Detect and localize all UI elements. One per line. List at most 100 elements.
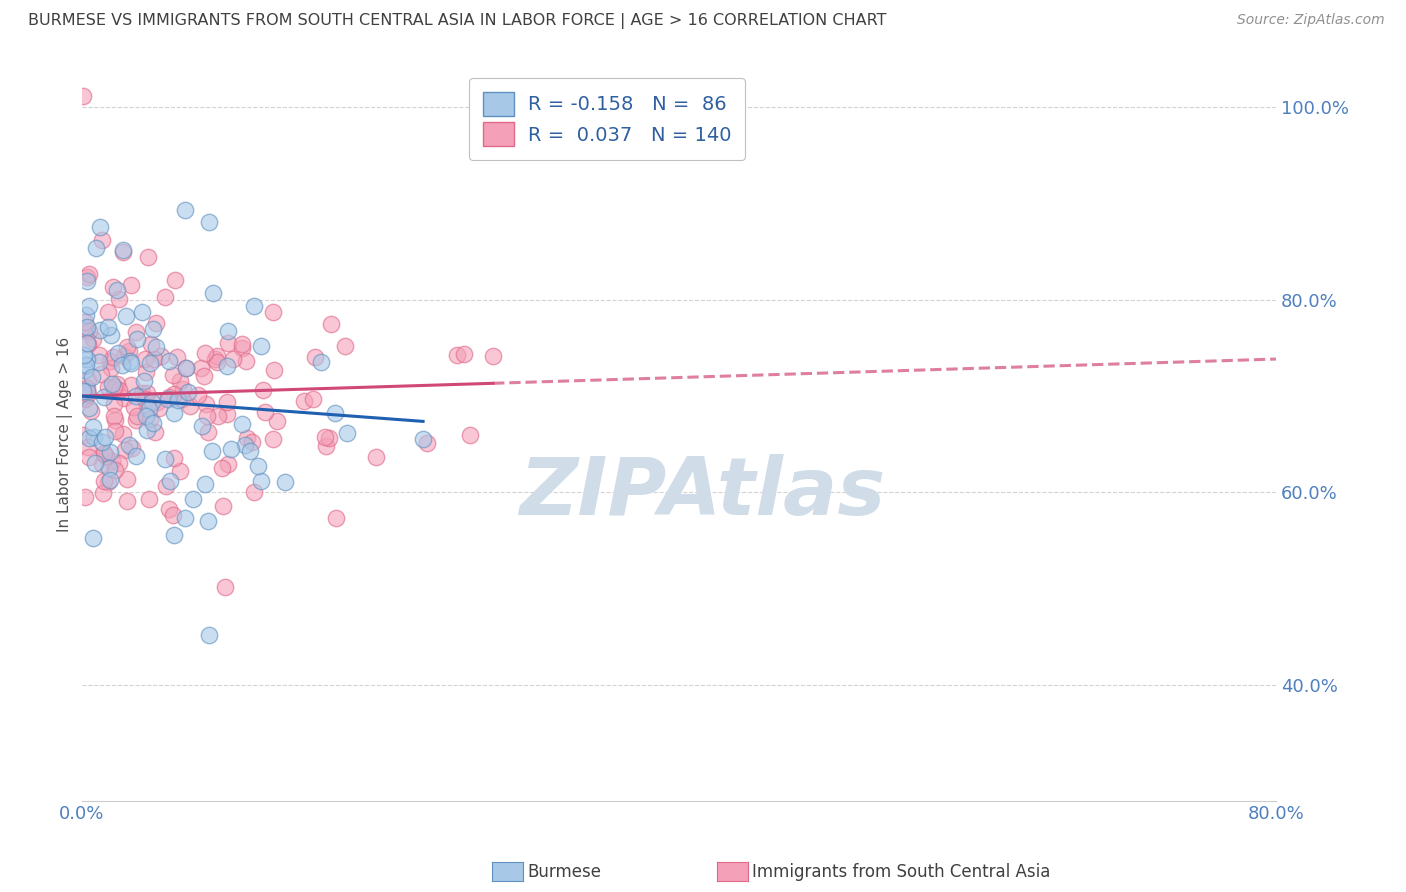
Point (446, 348, 468, 362)
Point (214, 580, 236, 594)
Point (100, 360, 122, 375)
Point (75, 358, 97, 372)
Point (125, 325, 148, 339)
Point (482, 349, 505, 363)
Point (77, 299, 100, 313)
Point (131, 305, 153, 319)
Point (231, 341, 253, 355)
Point (201, 444, 224, 458)
Point (139, 356, 162, 370)
Point (335, 339, 357, 353)
Point (142, 322, 165, 336)
Point (172, 382, 194, 396)
Point (222, 352, 245, 367)
Point (211, 461, 233, 475)
Point (77, 268, 100, 282)
Point (135, 365, 157, 379)
Point (103, 409, 125, 423)
Point (453, 347, 475, 361)
Point (157, 390, 180, 404)
Point (91, 486, 114, 500)
Point (250, 474, 273, 488)
Point (131, 385, 153, 400)
Point (236, 431, 259, 445)
Point (82, 532, 104, 546)
Point (115, 493, 138, 508)
Point (77, 401, 100, 416)
Point (77, 324, 100, 338)
Point (197, 215, 219, 229)
Point (136, 250, 159, 264)
Point (114, 443, 136, 458)
Point (252, 384, 274, 398)
Point (98, 473, 121, 487)
Point (111, 245, 134, 260)
Point (195, 397, 218, 411)
Point (292, 393, 315, 408)
Point (136, 423, 159, 437)
Point (75, 315, 97, 329)
Point (157, 392, 180, 406)
Point (93, 390, 115, 404)
Point (134, 392, 156, 406)
Point (262, 432, 284, 446)
Point (77, 440, 100, 454)
Point (143, 351, 166, 366)
Point (84, 241, 107, 255)
Point (108, 292, 131, 306)
Point (77, 450, 100, 465)
Point (163, 387, 186, 401)
Point (138, 491, 160, 506)
Point (125, 449, 148, 463)
Point (162, 508, 184, 523)
Point (112, 426, 135, 441)
Point (115, 472, 138, 486)
Point (100, 454, 122, 468)
Point (145, 395, 167, 409)
Point (117, 340, 139, 354)
Point (138, 412, 160, 426)
Point (136, 399, 159, 413)
Point (250, 339, 273, 353)
Point (319, 318, 342, 332)
Point (412, 432, 434, 446)
Legend: R = -0.158   N =  86, R =  0.037   N = 140: R = -0.158 N = 86, R = 0.037 N = 140 (470, 78, 745, 160)
Point (101, 351, 124, 365)
Point (167, 393, 190, 408)
Point (73, 348, 96, 362)
Point (97, 379, 120, 393)
Point (98, 354, 121, 368)
Point (75, 308, 97, 322)
Point (162, 368, 184, 383)
Point (163, 406, 186, 420)
Point (122, 400, 145, 414)
Point (253, 405, 276, 419)
Point (243, 484, 266, 499)
Point (112, 392, 135, 406)
Point (231, 337, 253, 351)
Point (89, 348, 111, 362)
Point (173, 511, 195, 525)
Point (190, 361, 212, 376)
Point (104, 413, 127, 427)
Point (118, 343, 141, 358)
Text: ZIPAtlas: ZIPAtlas (519, 454, 886, 533)
Point (76, 320, 98, 334)
Point (205, 355, 228, 369)
Point (207, 409, 229, 423)
Point (169, 464, 191, 478)
Point (125, 413, 148, 427)
Point (107, 345, 129, 359)
Point (105, 377, 128, 392)
Point (318, 431, 340, 445)
Point (103, 380, 125, 394)
Point (89, 323, 111, 337)
Point (132, 375, 155, 389)
Point (136, 385, 159, 400)
Point (80, 404, 103, 418)
Point (170, 392, 193, 407)
Point (174, 360, 197, 375)
Point (120, 356, 142, 370)
Point (105, 283, 128, 297)
Point (72, 390, 94, 404)
